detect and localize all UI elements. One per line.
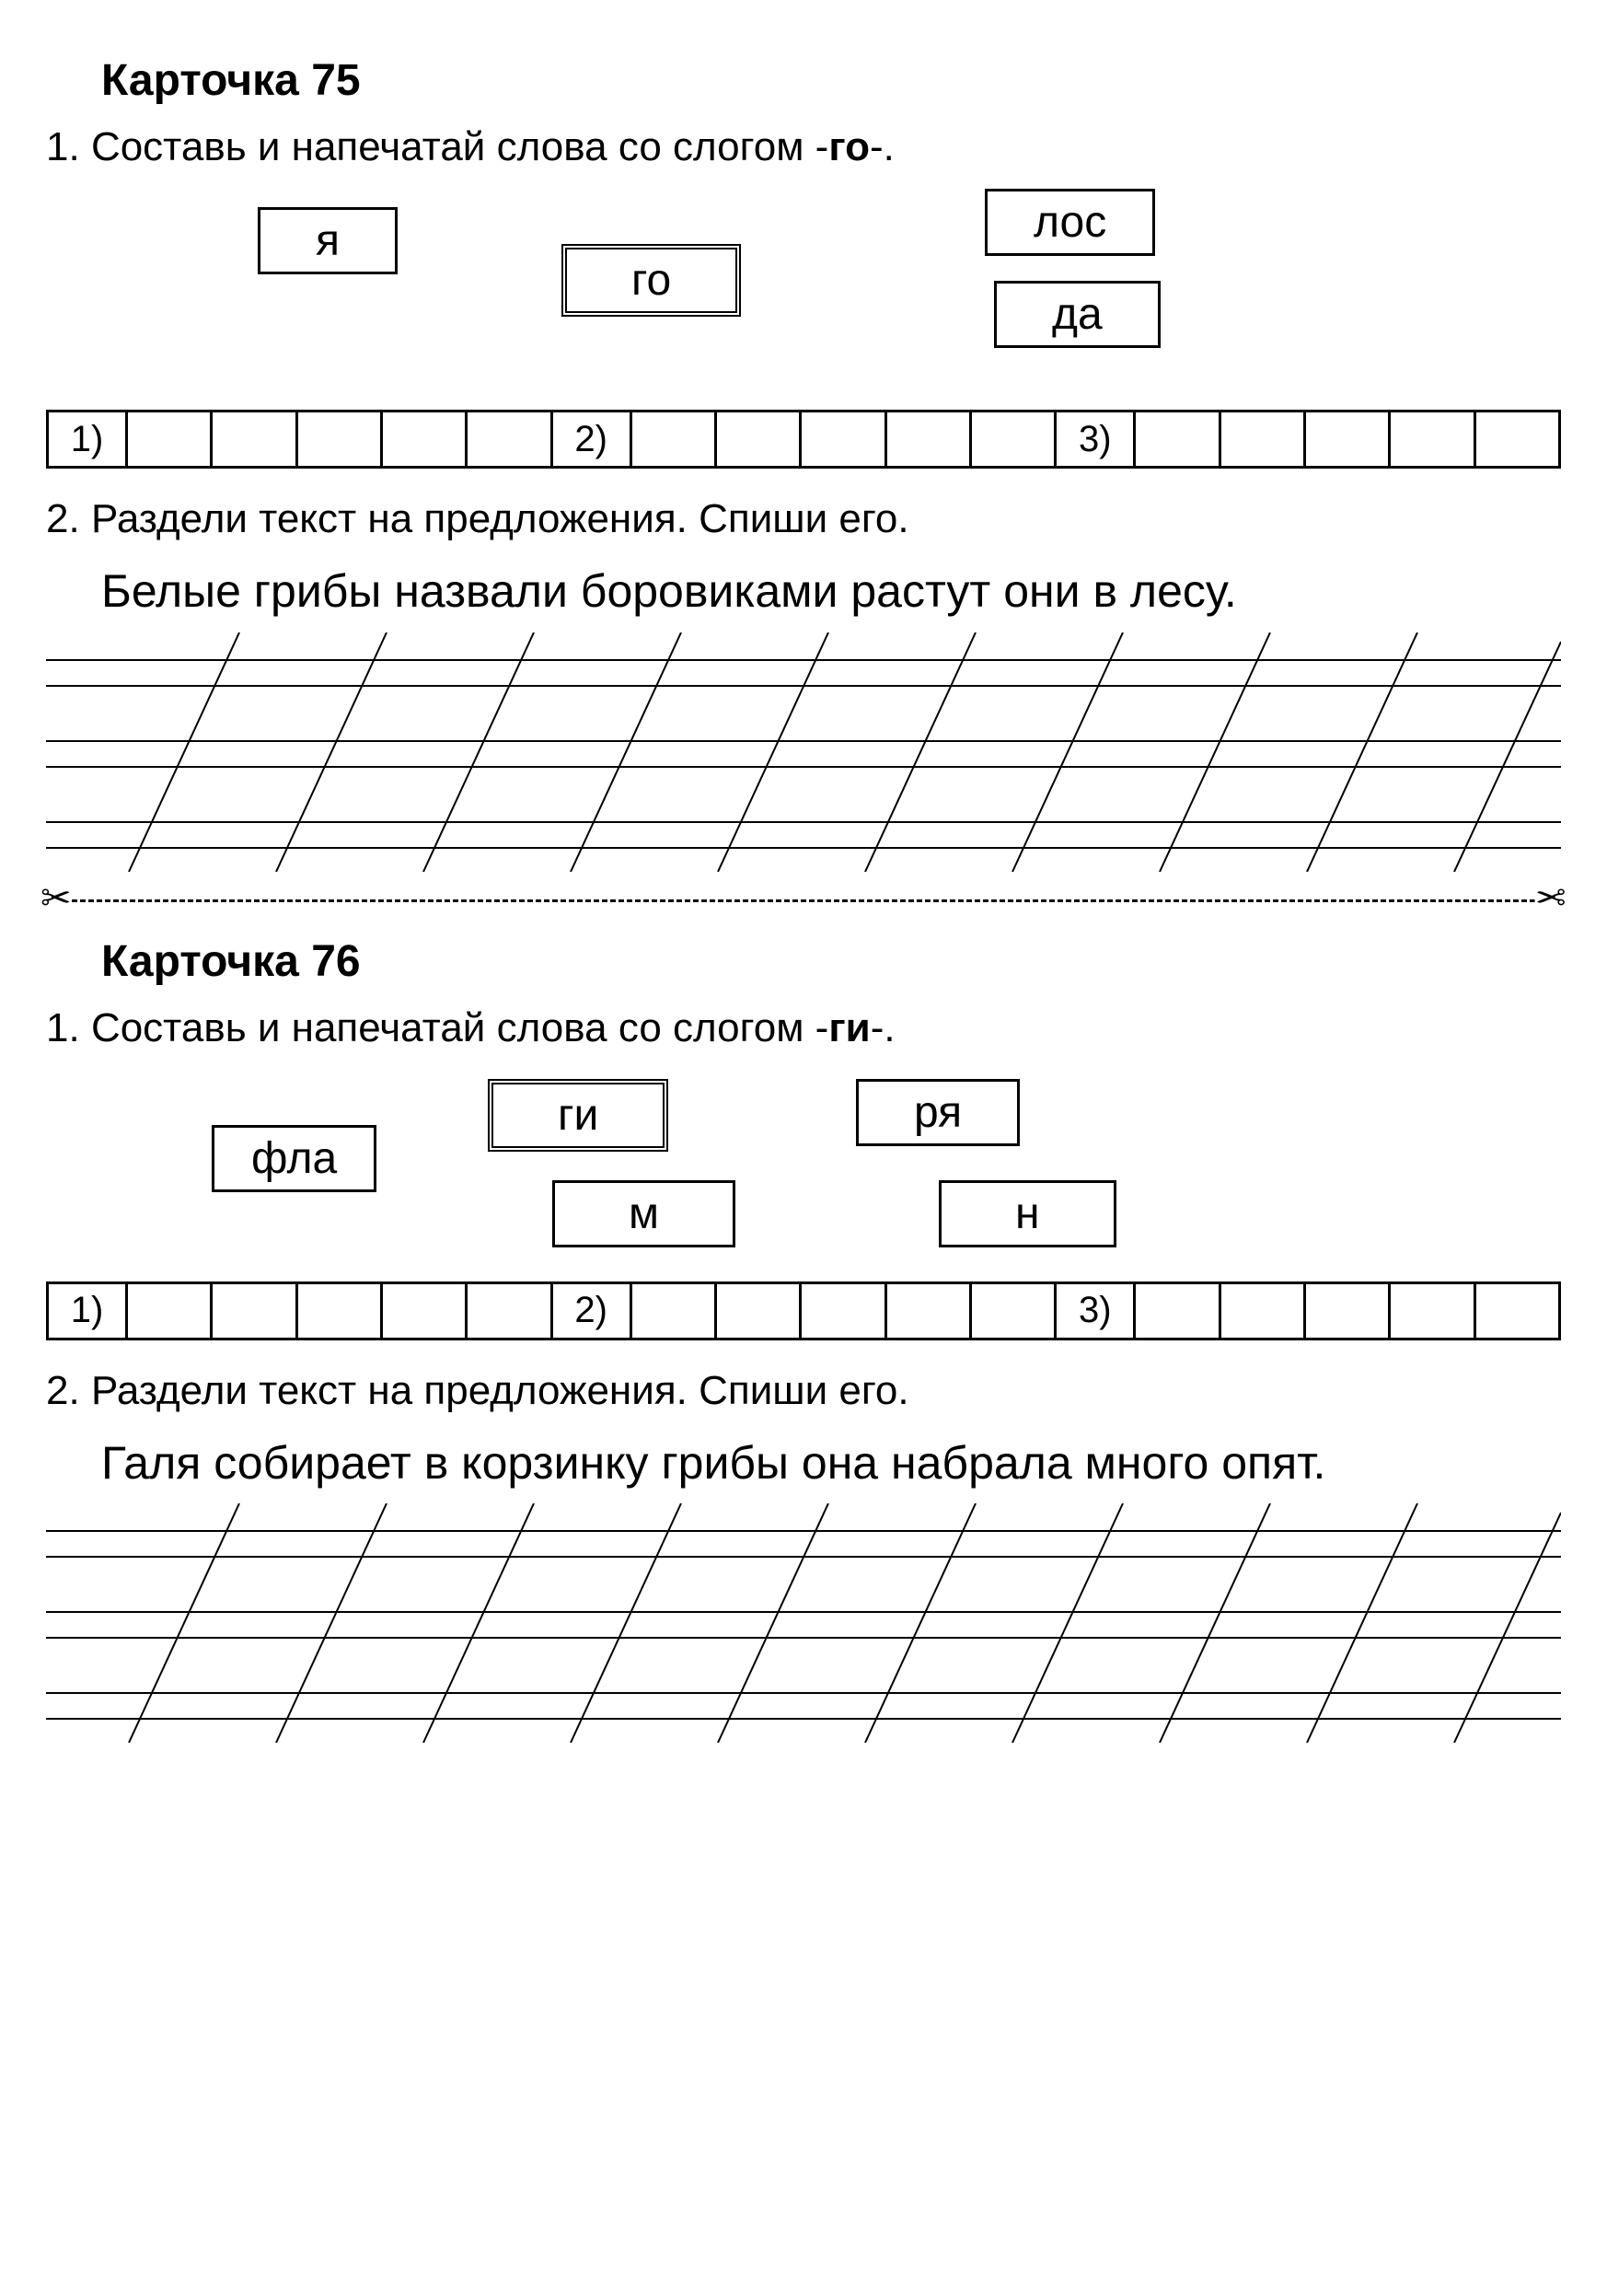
card76-task1: 1. Составь и напечатай слова со слогом -… xyxy=(46,1005,1561,1051)
answer-cell[interactable] xyxy=(887,410,972,469)
task-text-a: Составь и напечатай слова со слогом - xyxy=(91,1005,828,1050)
answer-cell[interactable] xyxy=(1136,1281,1220,1340)
card75-task1: 1. Составь и напечатай слова со слогом -… xyxy=(46,124,1561,170)
card76-writing-area[interactable] xyxy=(46,1503,1561,1743)
answer-cell[interactable] xyxy=(1221,410,1306,469)
answer-number: 2) xyxy=(553,1281,632,1340)
answer-cell[interactable] xyxy=(717,1281,802,1340)
answer-number: 3) xyxy=(1057,410,1136,469)
card75-body-text: Белые грибы назвали боровиками растут он… xyxy=(46,561,1561,623)
answer-cell[interactable] xyxy=(632,410,717,469)
card76-task2: 2. Раздели текст на предложения. Спиши е… xyxy=(46,1368,1561,1414)
card75-task2: 2. Раздели текст на предложения. Спиши е… xyxy=(46,496,1561,542)
card76-answer-row: 1) 2) 3) xyxy=(46,1281,1561,1340)
cut-dash xyxy=(72,899,1535,902)
answer-cell[interactable] xyxy=(1306,1281,1391,1340)
scissors-icon: ✂ xyxy=(40,880,72,917)
card76-syllable-area: фла ги ря м н xyxy=(46,1070,1561,1263)
task-bold: ги xyxy=(828,1005,870,1050)
answer-number: 2) xyxy=(553,410,632,469)
answer-cell[interactable] xyxy=(1476,1281,1561,1340)
card75-writing-area[interactable] xyxy=(46,632,1561,872)
cut-line: ✂ ✂ xyxy=(46,881,1561,918)
answer-cell[interactable] xyxy=(468,410,552,469)
answer-cell[interactable] xyxy=(1391,410,1475,469)
card75-title: Карточка 75 xyxy=(101,55,1561,106)
syllable-box-ya: я xyxy=(258,207,398,274)
answer-cell[interactable] xyxy=(632,1281,717,1340)
body-content: Белые грибы назвали боровиками растут он… xyxy=(101,565,1237,617)
syllable-box-n: н xyxy=(939,1180,1116,1247)
answer-cell[interactable] xyxy=(298,410,383,469)
syllable-box-go: го xyxy=(561,244,741,317)
writing-lines-svg xyxy=(46,1503,1561,1743)
answer-cell[interactable] xyxy=(468,1281,552,1340)
task-text-a: Составь и напечатай слова со слогом - xyxy=(91,124,828,169)
answer-cell[interactable] xyxy=(1391,1281,1475,1340)
writing-lines-svg xyxy=(46,632,1561,872)
syllable-box-m: м xyxy=(552,1180,735,1247)
answer-number: 3) xyxy=(1057,1281,1136,1340)
card75-answer-row: 1) 2) 3) xyxy=(46,410,1561,469)
task-num: 2. xyxy=(46,1368,80,1413)
answer-number: 1) xyxy=(49,410,128,469)
page: Карточка 75 1. Составь и напечатай слова… xyxy=(0,0,1607,1798)
card75-syllable-area: я го лос да xyxy=(46,189,1561,391)
answer-cell[interactable] xyxy=(717,410,802,469)
answer-cell[interactable] xyxy=(1221,1281,1306,1340)
answer-cell[interactable] xyxy=(383,410,468,469)
task-bold: го xyxy=(828,124,870,169)
answer-cell[interactable] xyxy=(213,410,297,469)
syllable-box-rya: ря xyxy=(856,1079,1020,1146)
answer-cell[interactable] xyxy=(972,1281,1057,1340)
syllable-box-gi: ги xyxy=(488,1079,668,1152)
body-content: Галя собирает в корзинку грибы она набра… xyxy=(101,1437,1325,1489)
answer-number: 1) xyxy=(49,1281,128,1340)
syllable-box-da: да xyxy=(994,281,1161,348)
answer-cell[interactable] xyxy=(1306,410,1391,469)
answer-cell[interactable] xyxy=(298,1281,383,1340)
task-text-b: -. xyxy=(871,1005,896,1050)
answer-cell[interactable] xyxy=(1136,410,1220,469)
answer-cell[interactable] xyxy=(128,1281,213,1340)
task-text-b: -. xyxy=(870,124,895,169)
answer-cell[interactable] xyxy=(802,410,886,469)
answer-cell[interactable] xyxy=(1476,410,1561,469)
task-num: 1. xyxy=(46,1005,80,1050)
task-text: Раздели текст на предложения. Спиши его. xyxy=(91,1368,909,1413)
answer-cell[interactable] xyxy=(383,1281,468,1340)
syllable-box-los: лос xyxy=(985,189,1155,256)
scissors-icon: ✂ xyxy=(1535,880,1567,917)
task-text: Раздели текст на предложения. Спиши его. xyxy=(91,496,909,541)
syllable-box-fla: фла xyxy=(212,1125,376,1192)
answer-cell[interactable] xyxy=(128,410,213,469)
answer-cell[interactable] xyxy=(802,1281,886,1340)
answer-cell[interactable] xyxy=(213,1281,297,1340)
card76-body-text: Галя собирает в корзинку грибы она набра… xyxy=(46,1432,1561,1495)
answer-cell[interactable] xyxy=(887,1281,972,1340)
task-num: 1. xyxy=(46,124,80,169)
task-num: 2. xyxy=(46,496,80,541)
card76-title: Карточка 76 xyxy=(101,936,1561,987)
answer-cell[interactable] xyxy=(972,410,1057,469)
